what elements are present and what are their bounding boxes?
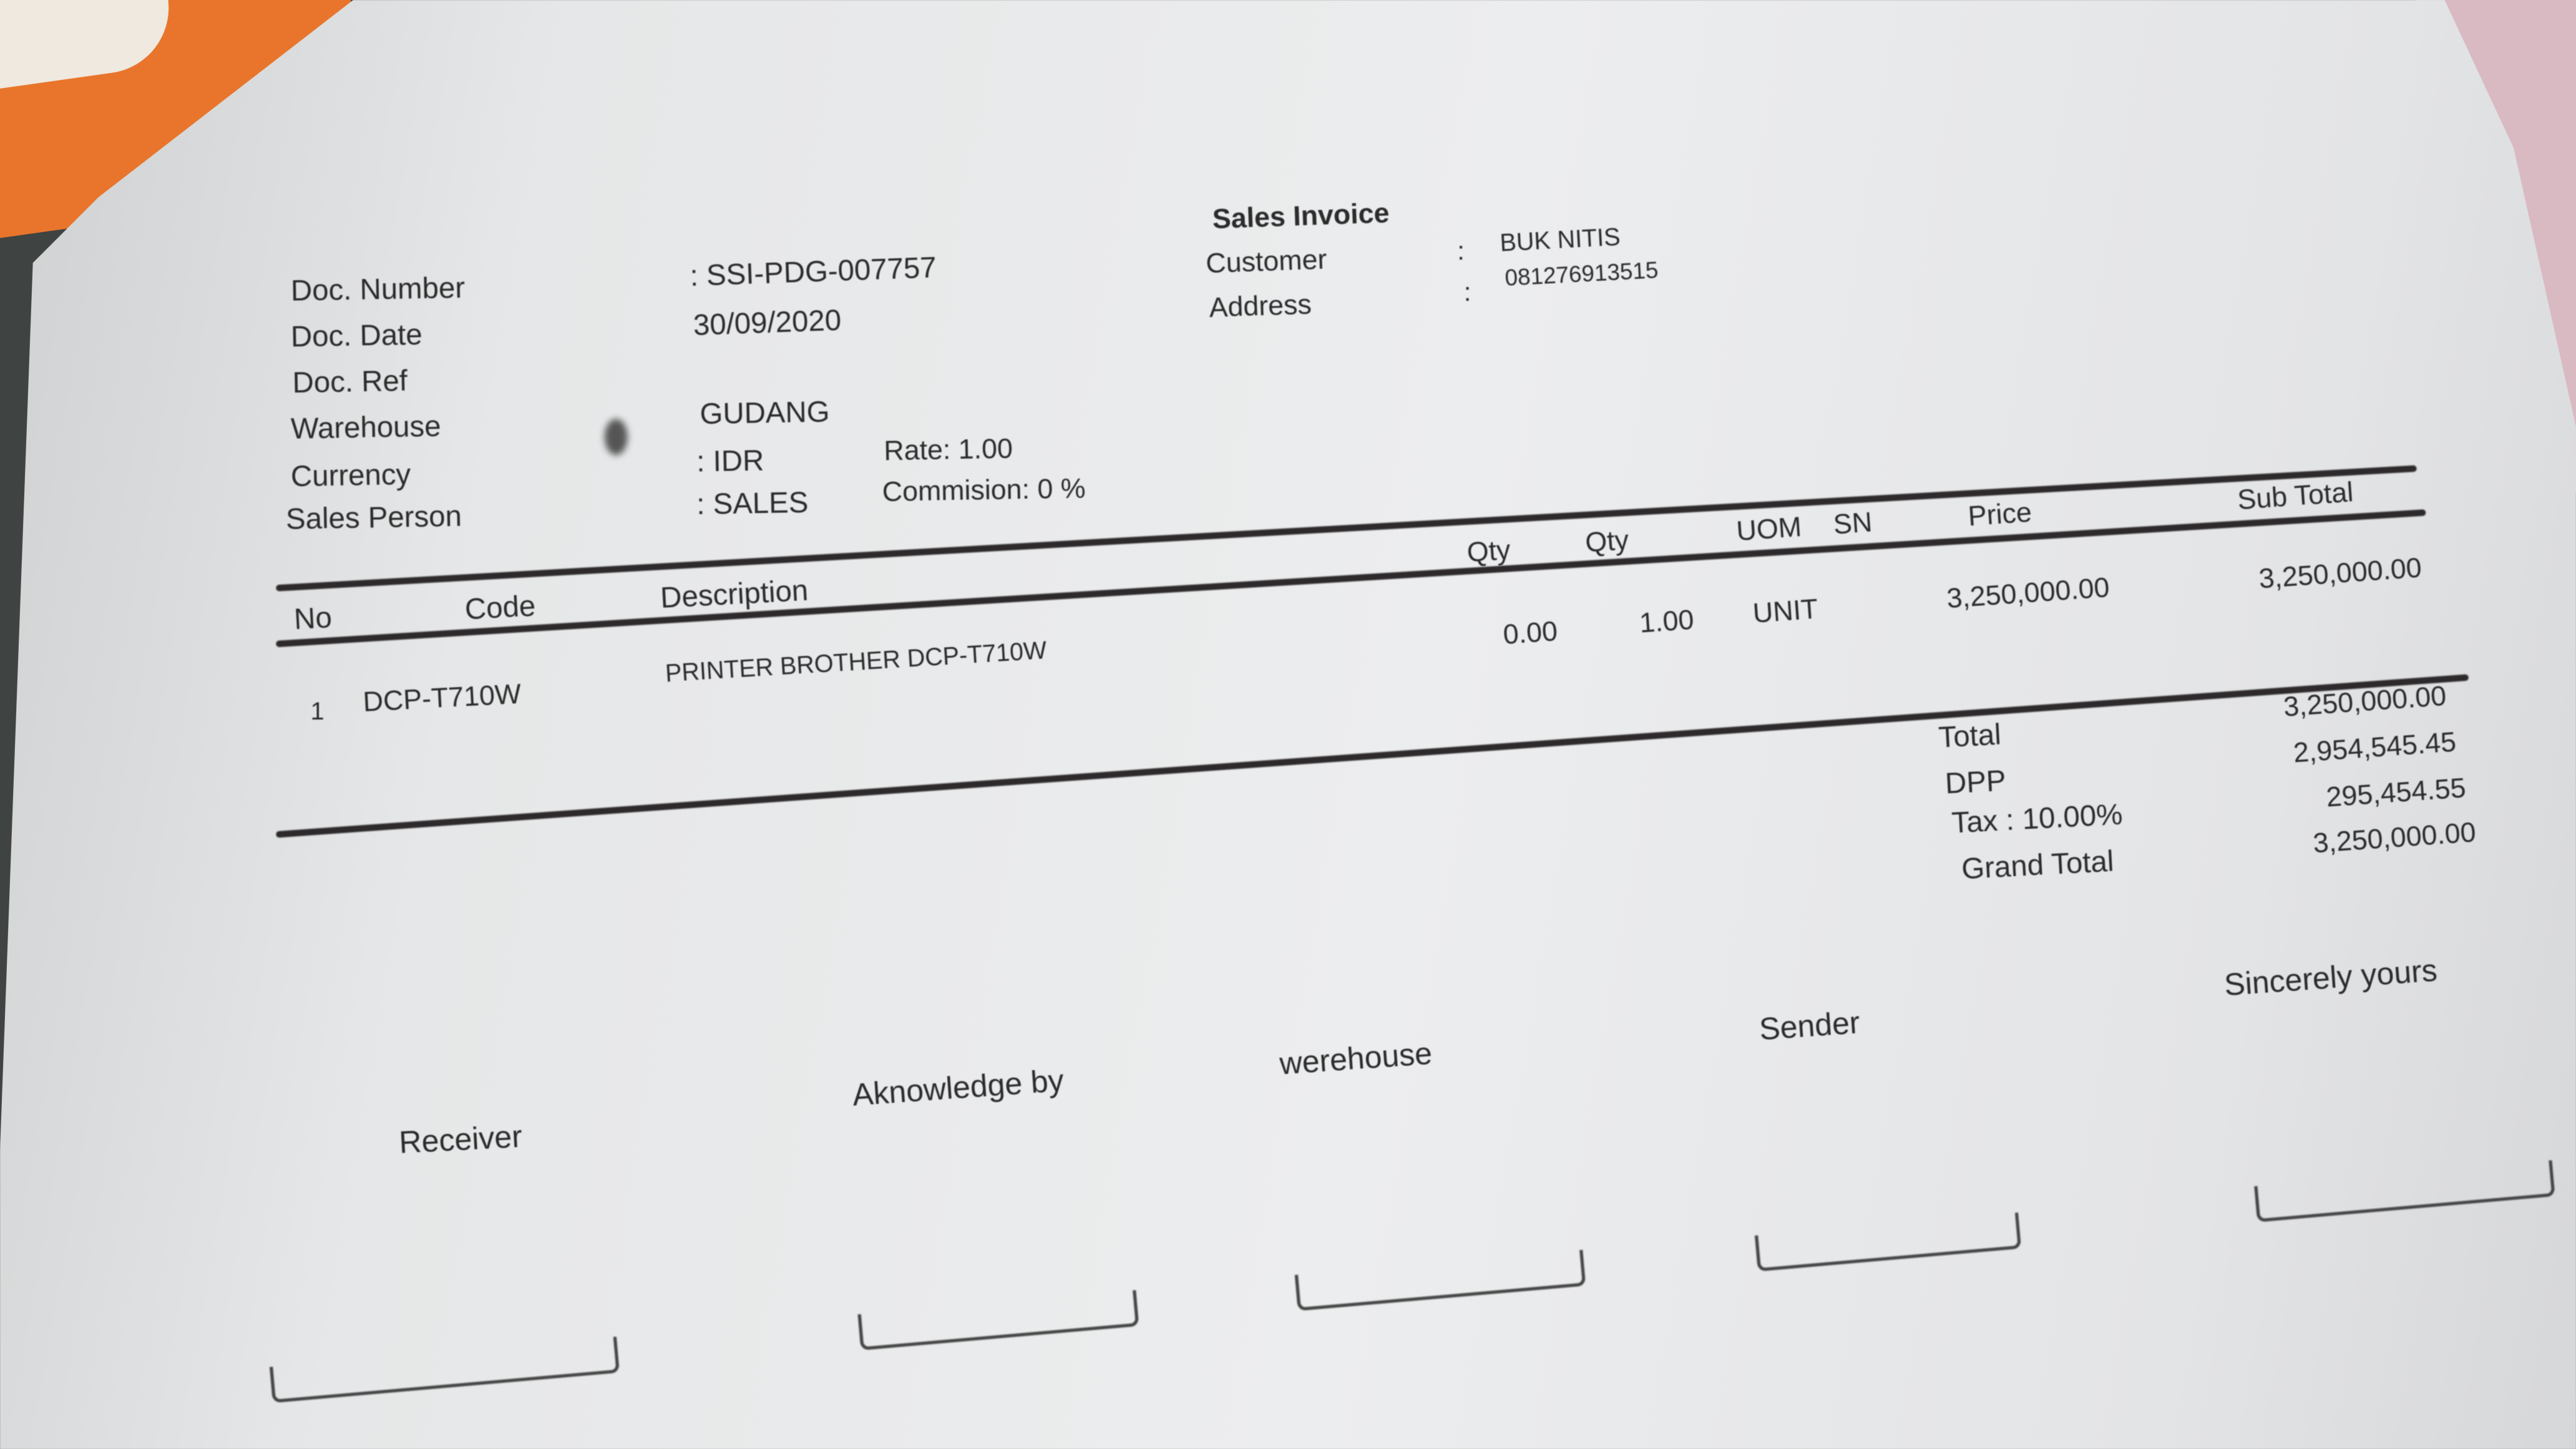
row-description: PRINTER BROTHER DCP-T710W [664, 637, 1048, 689]
total-label: Total [1938, 718, 2002, 754]
commission-value: Commision: 0 % [882, 472, 1086, 508]
folder-cutout [0, 0, 177, 94]
address-label: Address [1208, 288, 1312, 324]
table-bottom-rule [275, 674, 2469, 838]
row-qty-2: 1.00 [1638, 604, 1695, 640]
header-qty-2: Qty [1584, 524, 1630, 559]
header-price: Price [1967, 496, 2033, 532]
signature-line-acknowledge [857, 1290, 1139, 1351]
address-value: 081276913515 [1504, 256, 1659, 291]
header-uom: UOM [1735, 511, 1803, 547]
customer-value: BUK NITIS [1499, 223, 1621, 258]
dpp-label: DPP [1944, 764, 2007, 801]
customer-label: Customer [1205, 243, 1328, 280]
signature-line-receiver [269, 1336, 620, 1403]
doc-date-label: Doc. Date [290, 318, 423, 354]
sales-person-label: Sales Person [285, 499, 462, 536]
signature-sender-label: Sender [1758, 1007, 1861, 1048]
address-colon: : [1463, 279, 1471, 308]
header-subtotal: Sub Total [2236, 476, 2354, 516]
row-qty-1: 0.00 [1502, 615, 1559, 651]
signature-line-sincerely [2254, 1160, 2555, 1222]
ink-smudge [604, 419, 628, 456]
header-qty-1: Qty [1466, 534, 1512, 568]
doc-number-label: Doc. Number [290, 271, 466, 308]
warehouse-label: Warehouse [290, 409, 441, 446]
sales-person-value: : SALES [696, 485, 809, 521]
row-subtotal: 3,250,000.00 [2258, 552, 2423, 595]
doc-date-value: 30/09/2020 [693, 303, 842, 342]
row-code: DCP-T710W [362, 678, 522, 718]
customer-colon: : [1457, 238, 1465, 266]
signature-receiver-label: Receiver [398, 1120, 524, 1162]
signature-acknowledge-label: Aknowledge by [851, 1065, 1065, 1114]
grand-total-value: 3,250,000.00 [2312, 816, 2477, 859]
row-price: 3,250,000.00 [1945, 572, 2111, 615]
doc-number-value: : SSI-PDG-007757 [689, 251, 937, 293]
signature-sincerely-label: Sincerely yours [2223, 954, 2439, 1004]
signature-line-warehouse [1294, 1249, 1586, 1311]
signature-line-sender [1754, 1212, 2022, 1272]
header-code: Code [464, 589, 537, 627]
signature-warehouse-label: werehouse [1278, 1037, 1433, 1083]
currency-label: Currency [290, 457, 411, 493]
tax-value: 295,454.55 [2325, 772, 2467, 814]
doc-ref-label: Doc. Ref [292, 364, 408, 399]
row-no: 1 [310, 698, 324, 726]
rate-value: Rate: 1.00 [883, 433, 1013, 467]
header-sn: SN [1832, 506, 1873, 541]
row-uom: UNIT [1752, 593, 1819, 630]
grand-total-label: Grand Total [1960, 844, 2115, 886]
document-title: Sales Invoice [1212, 197, 1390, 235]
warehouse-value: GUDANG [700, 395, 830, 431]
tax-label: Tax : 10.00% [1951, 798, 2124, 840]
dpp-value: 2,954,545.45 [2292, 726, 2457, 769]
header-no: No [293, 601, 333, 636]
currency-value: : IDR [696, 444, 764, 479]
